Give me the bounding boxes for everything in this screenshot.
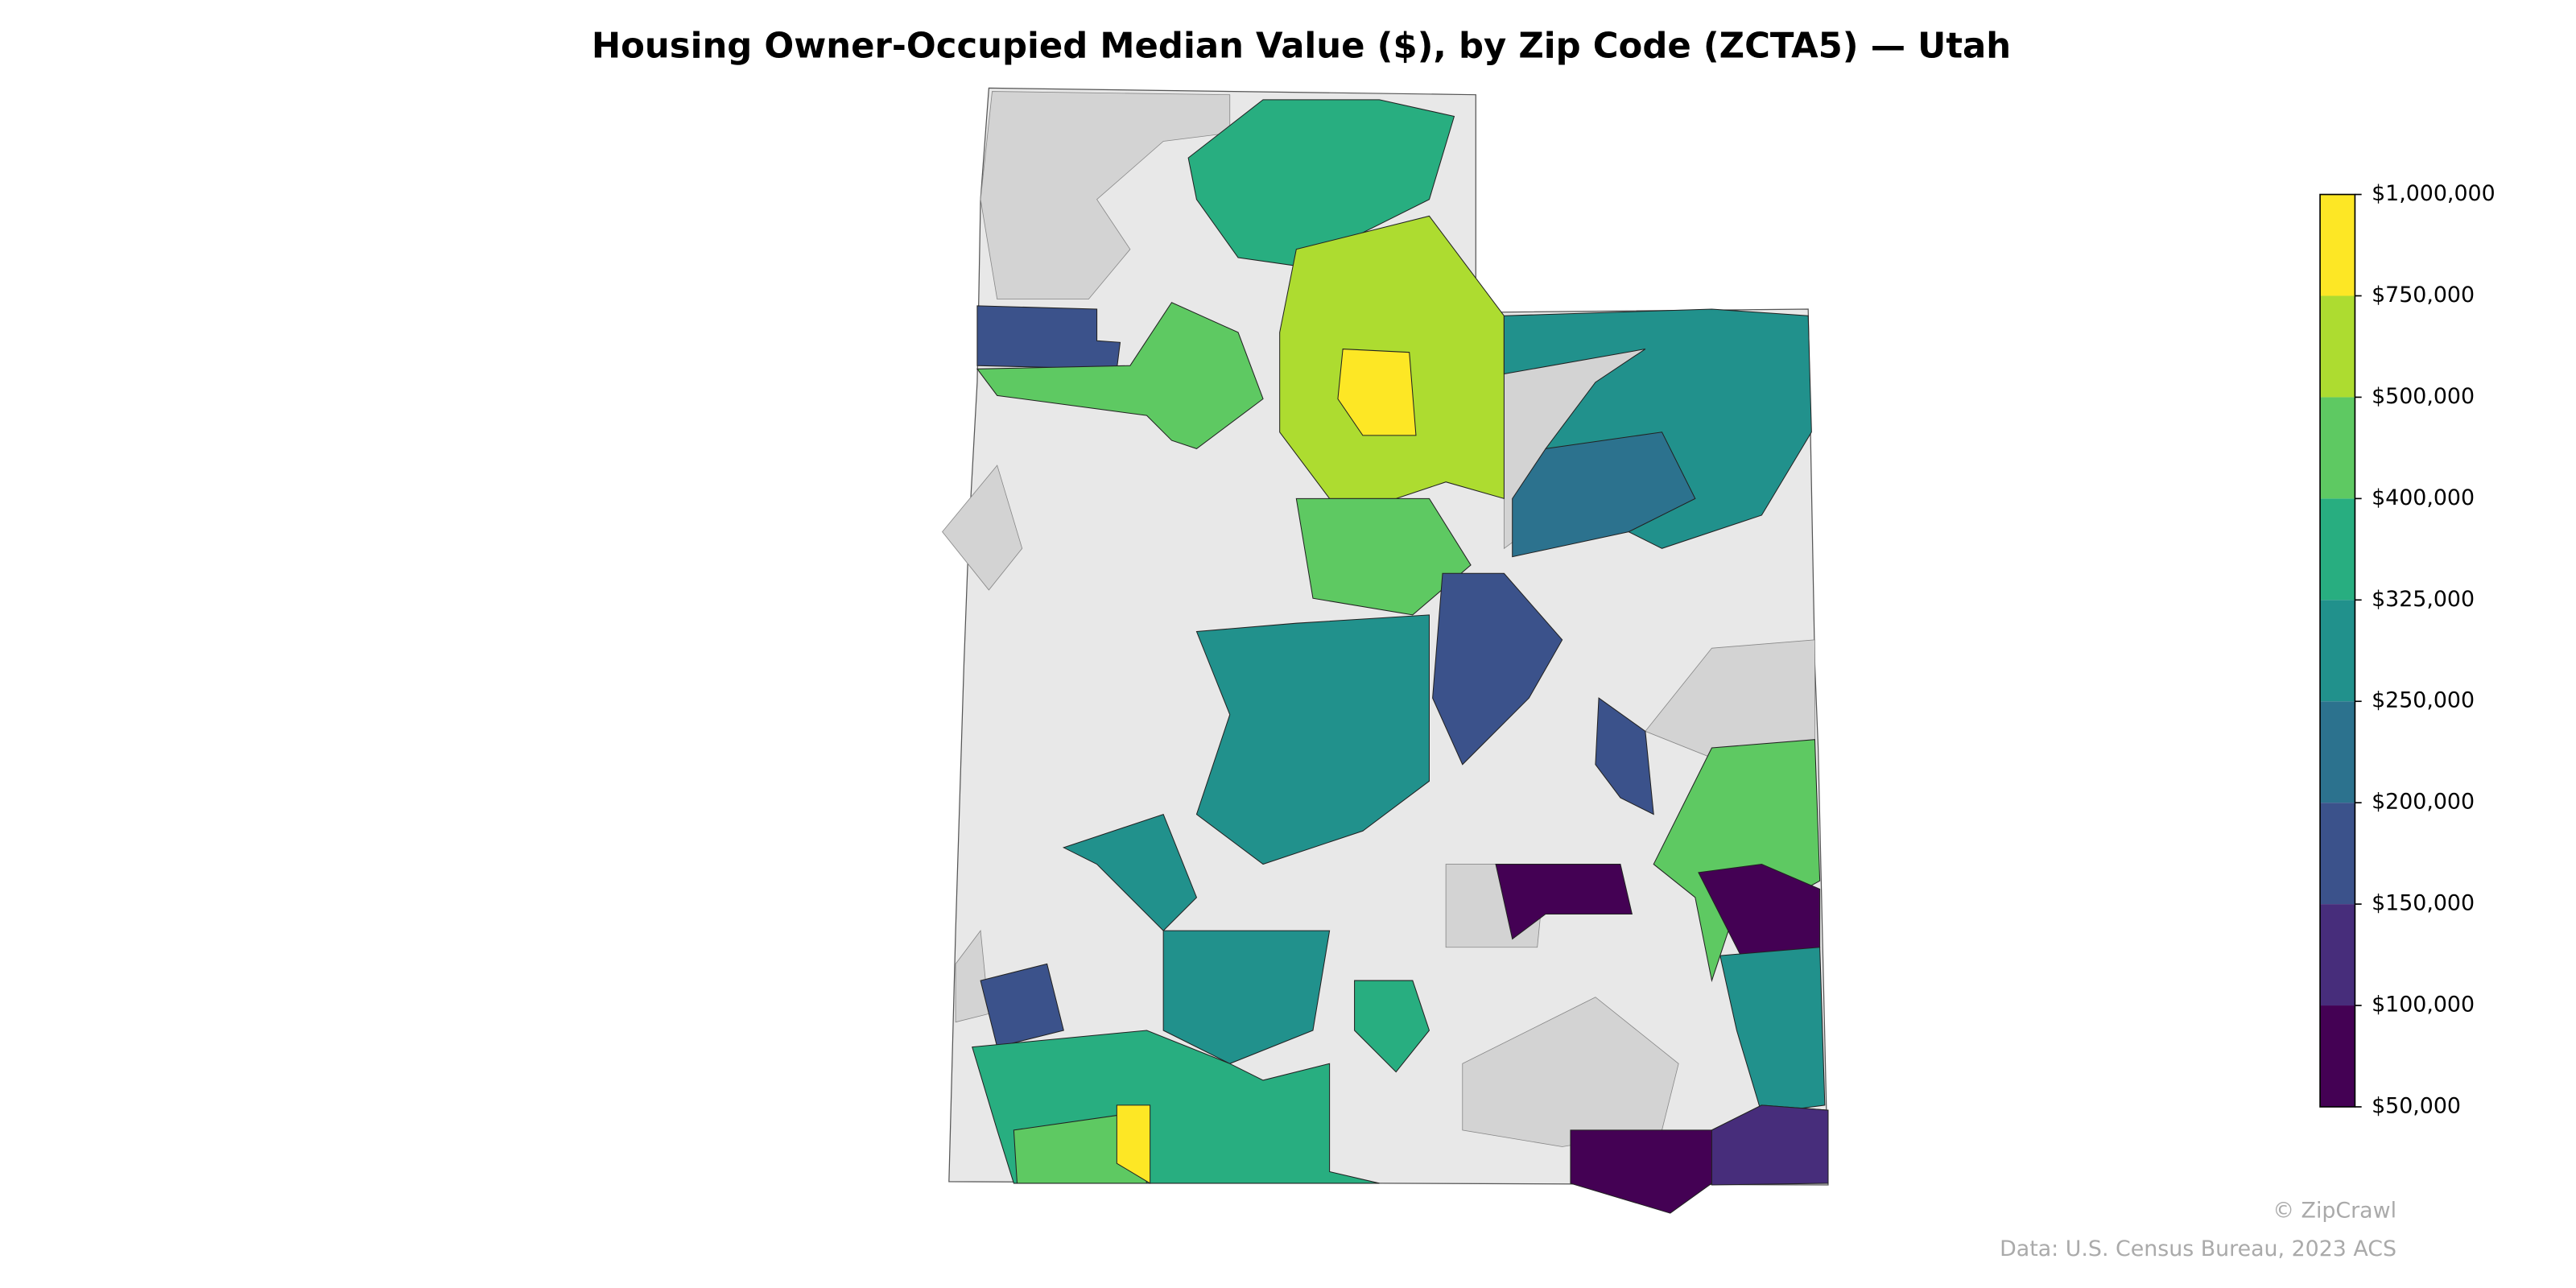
zip-region: [1698, 864, 1821, 965]
colorbar-bin: [2320, 701, 2355, 803]
zip-region: [1495, 864, 1633, 940]
colorbar-tick-label: $50,000: [2372, 1093, 2461, 1118]
colorbar: $50,000 $100,000 $150,000 $200,000 $250,000 $…: [2319, 181, 2496, 1118]
zip-region: [1162, 930, 1331, 1064]
zip-region: [1595, 697, 1654, 815]
zip-region: [1195, 614, 1430, 865]
zip-region: [1337, 349, 1417, 436]
zip-region: [1187, 99, 1455, 266]
zip-region: [1512, 431, 1696, 558]
colorbar-bin: [2320, 194, 2355, 296]
colorbar-bin: [2320, 498, 2355, 601]
colorbar-tick-label: $500,000: [2372, 384, 2475, 409]
no-data-region: [980, 91, 1231, 300]
colorbar-tick-label: $150,000: [2372, 891, 2475, 916]
colorbar-tick-label: $200,000: [2372, 790, 2475, 815]
colorbar-tick-label: $325,000: [2372, 587, 2475, 612]
colorbar-frame: [2319, 193, 2356, 1108]
colorbar-tick-label: $100,000: [2372, 993, 2475, 1018]
zip-region: [980, 963, 1064, 1048]
zip-region: [1116, 1104, 1151, 1184]
utah-map: [942, 87, 1829, 1214]
source-note: Data: U.S. Census Bureau, 2023 ACS: [2000, 1236, 2396, 1261]
zip-region: [1432, 572, 1563, 766]
colorbar-bin: [2320, 904, 2355, 1006]
zip-region: [1711, 1104, 1829, 1186]
colorbar-bin: [2320, 600, 2355, 702]
zip-region: [1354, 980, 1430, 1073]
colorbar-tick-label: $250,000: [2372, 688, 2475, 713]
colorbar-bin: [2320, 295, 2355, 398]
zip-region: [976, 302, 1264, 449]
zip-region: [1013, 1113, 1148, 1184]
colorbar-tick-label: $750,000: [2372, 283, 2475, 308]
colorbar-tick-label: $1,000,000: [2372, 181, 2496, 206]
zip-region: [1062, 813, 1198, 931]
colorbar-bin: [2320, 803, 2355, 905]
map-title: Housing Owner-Occupied Median Value ($),…: [592, 26, 2011, 66]
no-data-region: [942, 464, 1023, 591]
credit: © ZipCrawl: [2273, 1199, 2396, 1224]
colorbar-bin: [2320, 397, 2355, 499]
colorbar-tick-label: $400,000: [2372, 485, 2475, 510]
colorbar-bin: [2320, 1005, 2355, 1107]
zip-region: [976, 305, 1121, 369]
